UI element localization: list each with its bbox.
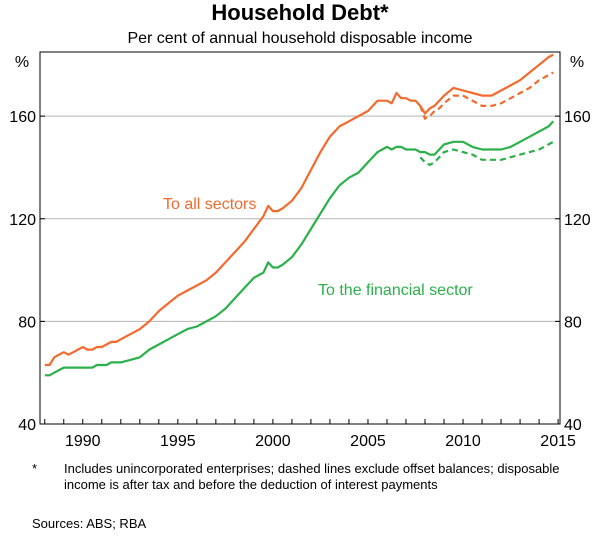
footnote-marker: *: [32, 461, 38, 476]
y-tick-label-right-40: 40: [564, 417, 582, 434]
sources-note: Sources: ABS; RBA: [32, 516, 147, 531]
x-tick-label-1990: 1990: [65, 433, 101, 450]
x-tick-label-2000: 2000: [255, 433, 291, 450]
gridlines: [40, 115, 560, 322]
series-lines: [44, 53, 555, 377]
y-tick-label-right-80: 80: [564, 314, 582, 331]
y-tick-label-left-80: 80: [18, 314, 36, 331]
series-line-all-sectors-dashed: [419, 71, 554, 120]
series-line-all-sectors-solid: [44, 53, 554, 367]
x-tick-label-2005: 2005: [350, 433, 386, 450]
plot-frame: [39, 51, 561, 425]
annotation-all-sectors: To all sectors: [163, 196, 256, 213]
y-tick-label-right-120: 120: [564, 212, 591, 229]
y-tick-label-left-40: 40: [18, 417, 36, 434]
y-tick-label-right-160: 160: [564, 109, 591, 126]
series-line-financial-sector-dashed: [419, 140, 554, 166]
axis-ticks: 40 40 80 80 120 120 160 160 1990 1995 2000 2005 2010…: [9, 109, 591, 450]
annotation-financial-sector: To the financial sector: [318, 282, 473, 299]
x-tick-label-2010: 2010: [445, 433, 481, 450]
chart-title: Household Debt*: [211, 0, 389, 25]
y-axis-unit-left: %: [15, 54, 29, 71]
series-line-financial-sector-solid: [44, 120, 555, 377]
x-tick-label-1995: 1995: [160, 433, 196, 450]
footnote: * Includes unincorporated enterprises; d…: [32, 461, 572, 493]
x-tick-label-2015: 2015: [540, 433, 576, 450]
chart-subtitle: Per cent of annual household disposable …: [127, 30, 473, 47]
footnote-text: Includes unincorporated enterprises; das…: [64, 461, 560, 492]
y-axis-unit-right: %: [570, 54, 584, 71]
y-tick-label-left-160: 160: [9, 109, 36, 126]
y-tick-label-left-120: 120: [9, 212, 36, 229]
